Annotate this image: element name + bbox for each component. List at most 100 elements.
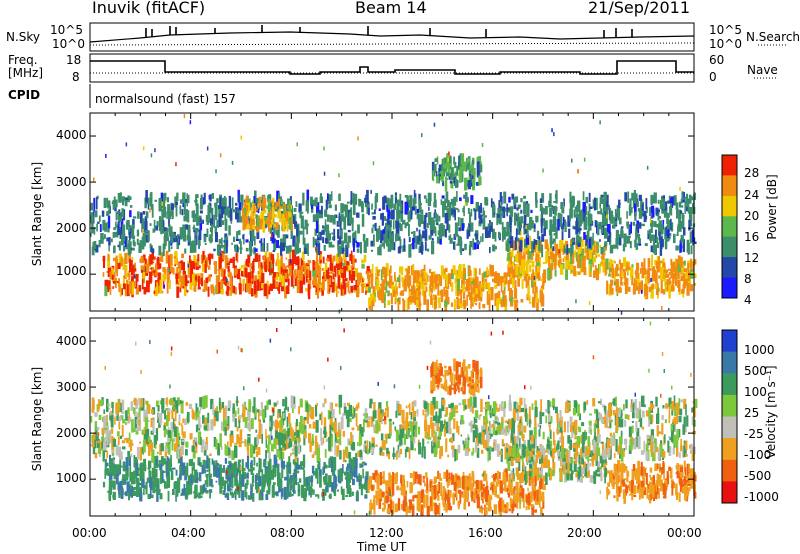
echo-cell [338, 282, 342, 290]
echo-cell [651, 266, 655, 280]
echo-cell [149, 484, 152, 498]
echo-cell [104, 286, 108, 297]
echo-cell [573, 214, 577, 218]
echo-cell [429, 481, 433, 484]
echo-cell [438, 474, 441, 479]
echo-cell [142, 254, 146, 263]
echo-cell [144, 221, 148, 234]
echo-cell [424, 482, 426, 487]
echo-cell [442, 268, 446, 274]
echo-cell [655, 486, 658, 500]
echo-cell [432, 271, 436, 285]
echo-cell [564, 248, 568, 254]
echo-cell [552, 238, 556, 243]
echo-cell [689, 444, 692, 449]
echo-cell [588, 450, 592, 458]
echo-cell [227, 465, 230, 470]
echo-cell [300, 461, 304, 466]
echo-cell [603, 246, 606, 253]
echo-cell [582, 191, 585, 201]
echo-cell [343, 232, 348, 244]
echo-cell [511, 261, 515, 266]
echo-cell [115, 255, 118, 266]
echo-cell [575, 220, 579, 235]
echo-cell [273, 454, 278, 468]
echo-cell [290, 204, 293, 209]
echo-cell [619, 265, 622, 279]
echo-cell [674, 266, 678, 280]
echo-cell [629, 198, 632, 207]
echo-cell [253, 196, 256, 205]
echo-cell [400, 203, 403, 212]
echo-cell [179, 287, 182, 293]
echo-cell [203, 280, 206, 291]
echo-cell [117, 193, 121, 200]
velocity-cbar-tick: 1000 [744, 343, 775, 357]
echo-cell [657, 485, 659, 495]
echo-cell [223, 465, 225, 470]
echo-cell [339, 468, 343, 482]
echo-cell [420, 235, 423, 243]
echo-cell [187, 484, 190, 496]
x-tick: 20:00 [567, 526, 602, 540]
echo-cell [248, 200, 251, 213]
echo-cell [667, 212, 670, 218]
echo-cell [371, 212, 374, 215]
echo-cell [332, 255, 336, 262]
echo-cell [131, 257, 134, 261]
echo-cell [164, 206, 167, 210]
echo-cell [514, 212, 517, 226]
echo-cell [181, 253, 185, 259]
echo-cell [492, 244, 496, 252]
echo-cell [294, 269, 297, 279]
echo-cell [601, 457, 604, 468]
echo-cell [332, 215, 336, 225]
echo-cell [447, 201, 449, 208]
echo-cell [365, 286, 368, 291]
echo-cell [286, 464, 291, 468]
echo-cell [587, 469, 590, 478]
echo-cell [218, 249, 222, 252]
echo-cell [408, 200, 413, 208]
echo-cell [552, 216, 557, 227]
echo-cell [189, 261, 194, 275]
echo-cell [570, 473, 574, 481]
echo-cell [440, 289, 444, 303]
echo-cell [416, 235, 419, 245]
echo-cell [514, 299, 518, 311]
echo-cell [352, 463, 356, 467]
echo-cell [596, 473, 601, 477]
echo-cell [231, 160, 234, 165]
echo-cell [560, 214, 563, 226]
echo-cell [140, 492, 143, 502]
echo-cell [511, 193, 515, 200]
echo-cell [166, 281, 169, 294]
echo-cell [111, 481, 115, 488]
echo-cell [287, 477, 291, 485]
echo-cell [396, 298, 400, 302]
echo-cell [158, 285, 161, 294]
echo-cell [534, 224, 536, 229]
echo-cell [457, 217, 460, 227]
echo-cell [285, 257, 288, 260]
echo-cell [542, 168, 544, 173]
echo-cell [611, 260, 613, 264]
echo-cell [234, 265, 237, 268]
power-cbar-tick: 20 [744, 209, 760, 223]
echo-cell [418, 502, 422, 512]
echo-cell [445, 172, 450, 177]
echo-cell [388, 486, 392, 496]
echo-cell [123, 224, 126, 235]
echo-cell [438, 164, 442, 173]
echo-cell [442, 224, 445, 236]
echo-cell [205, 465, 209, 469]
echo-cell [320, 428, 323, 441]
echo-cell [187, 263, 189, 268]
echo-cell [177, 480, 181, 493]
echo-cell [540, 496, 544, 502]
echo-cell [305, 288, 309, 292]
echo-cell [97, 221, 100, 224]
echo-cell [140, 407, 142, 411]
echo-cell [220, 268, 224, 277]
echo-cell [321, 287, 324, 296]
